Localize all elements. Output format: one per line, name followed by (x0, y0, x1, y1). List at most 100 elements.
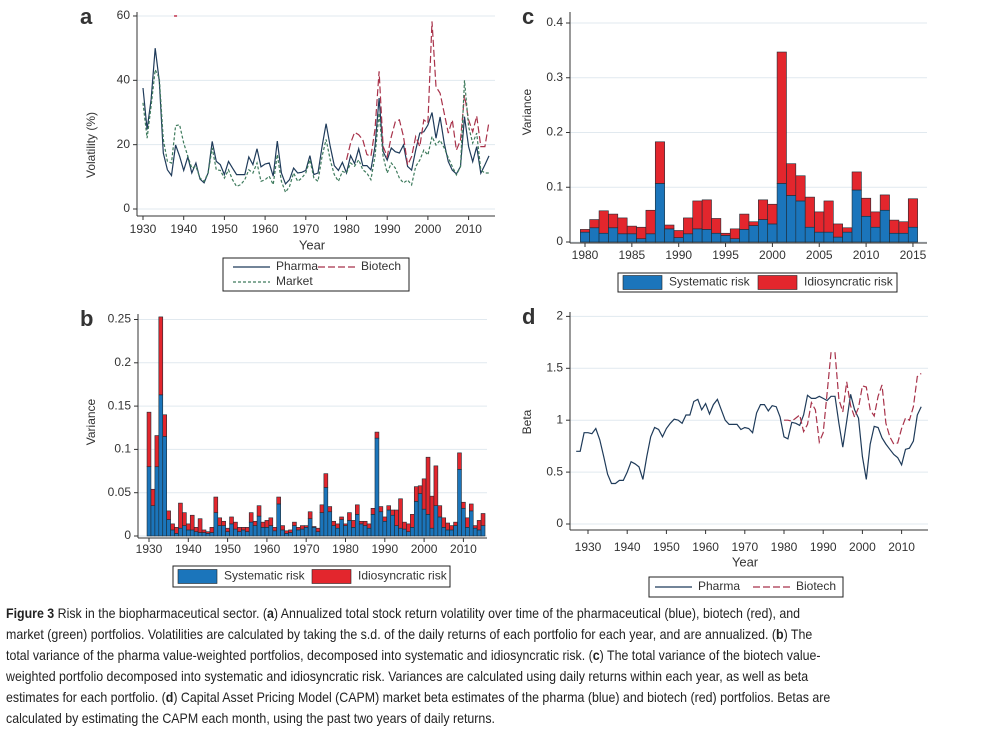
legend-label: Pharma (698, 579, 740, 593)
bar-idiosyncratic-1955 (244, 527, 250, 532)
bar-idiosyncratic-1964 (280, 525, 285, 531)
bar-systematic-1980 (343, 525, 348, 537)
bar-idiosyncratic-1990 (382, 516, 388, 522)
bar-systematic-1997 (410, 527, 415, 537)
bar-systematic-1986 (636, 238, 647, 243)
bar-systematic-1987 (370, 514, 376, 537)
caption-text: ) Annualized total stock return volatili… (273, 605, 801, 621)
caption-line: weighted portfolio decomposed into syste… (6, 666, 980, 687)
bar-systematic-1987 (645, 233, 656, 243)
bar-idiosyncratic-1935 (166, 510, 171, 520)
bar-idiosyncratic-1982 (351, 520, 356, 528)
bar-systematic-1937 (174, 533, 179, 537)
bar-idiosyncratic-2000 (767, 203, 778, 225)
bar-idiosyncratic-1974 (319, 504, 325, 513)
legend-box (617, 272, 898, 293)
bar-idiosyncratic-1950 (225, 527, 230, 532)
bar-idiosyncratic-1991 (683, 217, 694, 235)
caption-line: total variance of the pharma value-weigh… (6, 645, 980, 666)
bar-systematic-1988 (374, 437, 380, 537)
bar-idiosyncratic-1980 (580, 229, 590, 233)
x-tick-label: 1970 (731, 540, 758, 554)
bar-idiosyncratic-2011 (465, 517, 470, 528)
bar-systematic-1971 (307, 518, 313, 537)
bar-systematic-1944 (201, 532, 207, 537)
pharma-line (142, 48, 490, 186)
bar-idiosyncratic-2012 (468, 503, 474, 512)
bar-systematic-1946 (209, 532, 215, 537)
bar-idiosyncratic-2006 (445, 522, 450, 531)
bar-idiosyncratic-2015 (480, 513, 486, 526)
bar-idiosyncratic-1994 (711, 218, 722, 234)
y-tick-label: 0.4 (546, 15, 563, 29)
bar-systematic-1982 (351, 527, 356, 537)
bar-systematic-1965 (284, 533, 289, 537)
bar-idiosyncratic-1962 (272, 527, 278, 532)
y-tick-label: 0 (556, 516, 563, 530)
caption-text: total variance of the pharma value-weigh… (6, 647, 593, 663)
bar-idiosyncratic-1938 (178, 502, 183, 529)
bar-idiosyncratic-2002 (429, 495, 435, 529)
bar-systematic-1974 (319, 512, 325, 537)
legend-label: Idiosyncratic risk (804, 275, 894, 289)
y-tick-label: 0 (123, 201, 130, 215)
bar-systematic-1983 (355, 514, 360, 537)
bar-idiosyncratic-2014 (476, 520, 482, 531)
bar-systematic-1985 (626, 233, 637, 243)
x-tick-label: 1930 (136, 542, 163, 556)
bar-idiosyncratic-1993 (701, 199, 712, 230)
x-tick-label: 2000 (415, 222, 442, 236)
legend: Systematic risk Idiosyncratic risk (617, 272, 898, 293)
biotech-line (784, 352, 922, 445)
bar-idiosyncratic-2007 (833, 223, 843, 238)
bar-systematic-2006 (445, 529, 450, 537)
x-tick-label: 2005 (806, 248, 833, 262)
bar-idiosyncratic-1956 (248, 512, 254, 523)
caption-line: market (green) portfolios. Volatilities … (6, 624, 980, 645)
bar-idiosyncratic-1977 (331, 520, 336, 526)
bar-idiosyncratic-1981 (589, 219, 600, 229)
bar-systematic-2000 (421, 508, 427, 537)
bar-systematic-1950 (225, 531, 230, 537)
bar-idiosyncratic-1952 (233, 521, 238, 530)
bar-systematic-1984 (617, 233, 628, 243)
bar-idiosyncratic-1996 (729, 228, 740, 240)
x-tick-label: 2000 (411, 542, 438, 556)
bar-idiosyncratic-1944 (201, 529, 207, 533)
bar-systematic-1958 (256, 515, 262, 537)
bar-systematic-2007 (833, 236, 843, 243)
x-tick-label: 1970 (293, 542, 320, 556)
bar-idiosyncratic-1994 (398, 498, 403, 529)
y-axis-title: Volatility (%) (84, 112, 98, 178)
biotech-line (345, 21, 490, 167)
bar-idiosyncratic-1945 (205, 531, 211, 534)
bar-systematic-1976 (327, 511, 333, 537)
bar-idiosyncratic-2009 (851, 171, 862, 191)
bar-systematic-2015 (480, 525, 486, 537)
bar-systematic-1995 (402, 528, 407, 537)
bar-idiosyncratic-1986 (366, 523, 372, 529)
bar-systematic-1945 (205, 533, 211, 537)
y-axis-title: Beta (520, 409, 534, 434)
legend-label: Market (276, 274, 313, 288)
caption-text: weighted portfolio decomposed into syste… (6, 668, 809, 684)
bar-systematic-1936 (170, 529, 175, 537)
bar-systematic-1942 (193, 531, 199, 537)
legend: Pharma Biotech Market (222, 257, 410, 292)
caption-bold-text: a (267, 605, 274, 621)
bar-systematic-1931 (150, 505, 156, 537)
x-tick-label: 2010 (888, 540, 915, 554)
bar-systematic-2002 (429, 527, 435, 537)
bar-systematic-1998 (413, 501, 419, 537)
panel-label: d (522, 304, 535, 329)
bar-idiosyncratic-1983 (608, 213, 619, 229)
bar-idiosyncratic-1941 (189, 514, 195, 531)
bar-idiosyncratic-1953 (237, 527, 242, 532)
y-tick-label: 0.2 (546, 125, 563, 139)
bar-idiosyncratic-1986 (636, 226, 647, 240)
x-tick-label: 1950 (653, 540, 680, 554)
bar-idiosyncratic-1992 (390, 509, 395, 516)
bar-systematic-1981 (347, 520, 352, 537)
bar-idiosyncratic-1936 (170, 523, 175, 531)
bar-systematic-1973 (315, 531, 321, 537)
